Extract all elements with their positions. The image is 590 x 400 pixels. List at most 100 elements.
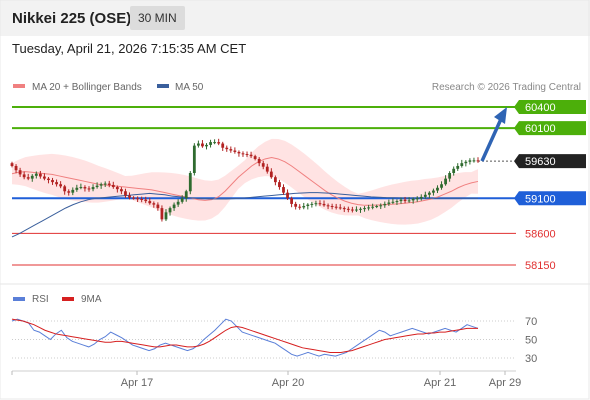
x-tick-label: Apr 21	[424, 377, 456, 389]
level-label-58150: 58150	[525, 260, 556, 272]
candle-body	[379, 205, 383, 207]
candle-body	[448, 173, 452, 179]
level-label-58600: 58600	[525, 228, 556, 240]
timeframe-badge[interactable]: 30 MIN	[130, 6, 185, 30]
candle-body	[176, 201, 180, 205]
candle-body	[387, 202, 391, 204]
candle-body	[136, 198, 140, 200]
candle-body	[148, 201, 152, 204]
candle-body	[51, 180, 54, 183]
candle-body	[456, 165, 460, 169]
ma20-bb-legend-label: MA 20 + Bollinger Bands	[32, 82, 142, 93]
candle-body	[363, 208, 366, 210]
candle-body	[407, 200, 411, 202]
candle-body	[217, 142, 221, 144]
timestamp: Tuesday, April 21, 2026 7:15:35 AM CET	[12, 41, 247, 56]
instrument-title: Nikkei 225 (OSE)	[12, 10, 132, 27]
candle-body	[395, 201, 399, 203]
candle-body	[265, 166, 269, 172]
candle-body	[261, 163, 265, 167]
candle-body	[310, 203, 314, 205]
candle-body	[34, 173, 38, 176]
candle-body	[233, 150, 237, 152]
level-tag-60400	[514, 100, 586, 114]
candle-body	[444, 178, 447, 185]
candle-body	[334, 206, 338, 208]
candle-body	[391, 201, 395, 203]
chart-header: Nikkei 225 (OSE) 30 MIN	[0, 0, 590, 36]
candle-body	[318, 203, 322, 205]
candle-body	[375, 206, 379, 208]
candle-body	[249, 154, 253, 157]
forecast-arrow-shaft	[480, 118, 503, 162]
candle-body	[120, 189, 123, 192]
candle-body	[464, 161, 468, 164]
candle-body	[14, 165, 18, 171]
candle-body	[103, 183, 107, 185]
candle-body	[140, 198, 144, 200]
candle-body	[257, 158, 261, 164]
candle-body	[326, 205, 330, 207]
ma50-line	[11, 192, 478, 238]
candle-body	[253, 156, 257, 159]
ma50-legend-label: MA 50	[175, 82, 204, 93]
candle-body	[209, 142, 212, 145]
candle-body	[30, 175, 34, 179]
candle-body	[197, 143, 200, 146]
candle-body	[63, 186, 67, 192]
rsi-panel: 30 50 70	[11, 316, 537, 365]
candle-body	[245, 154, 249, 156]
candle-body	[415, 198, 419, 200]
candle-body	[160, 208, 164, 220]
candle-body	[472, 160, 476, 162]
credit-text: Research © 2026 Trading Central	[432, 82, 581, 93]
candle-body	[213, 142, 217, 144]
candle-body	[229, 149, 233, 151]
candle-body	[427, 192, 431, 195]
candle-body	[286, 192, 289, 199]
candle-body	[367, 207, 370, 209]
candle-body	[83, 187, 87, 189]
candle-body	[87, 188, 91, 190]
candle-body	[180, 198, 184, 202]
rsi-line	[11, 318, 479, 357]
candle-body	[302, 206, 306, 208]
candle-body	[440, 184, 443, 188]
forecast-arrow-head	[494, 107, 507, 124]
level-label-60400: 60400	[525, 102, 556, 114]
candle-body	[95, 185, 99, 188]
candle-body	[403, 199, 407, 202]
candle-body	[269, 171, 273, 178]
candle-body	[371, 206, 375, 208]
x-axis: Apr 17 Apr 20 Apr 21 Apr 29	[11, 370, 521, 389]
candle-body	[423, 194, 427, 197]
ma20-line	[11, 157, 479, 206]
candle-body	[298, 206, 302, 208]
level-tag-60100	[514, 121, 586, 136]
candle-body	[38, 173, 42, 177]
candle-body	[411, 198, 415, 201]
level-label-59100: 59100	[525, 193, 556, 205]
moving-averages	[11, 157, 479, 238]
candle-body	[99, 184, 103, 186]
candle-body	[241, 153, 245, 155]
level-tag-59100	[514, 191, 586, 206]
candle-body	[128, 195, 131, 198]
candle-body	[460, 163, 464, 166]
rsi-legend: RSI 9MA	[13, 294, 102, 305]
candle-body	[201, 143, 204, 147]
ma20-bb-legend-swatch	[13, 84, 25, 88]
rsi-tick-70: 70	[525, 316, 537, 328]
x-tick-label: Apr 17	[121, 377, 153, 389]
candle-body	[282, 187, 285, 193]
candle-body	[164, 212, 168, 220]
candle-body	[399, 199, 403, 202]
candle-body	[172, 204, 176, 209]
forecast-arrow	[480, 107, 507, 162]
candle-body	[452, 168, 456, 174]
candle-body	[342, 208, 346, 210]
candle-body	[436, 187, 439, 191]
candle-body	[205, 144, 208, 147]
